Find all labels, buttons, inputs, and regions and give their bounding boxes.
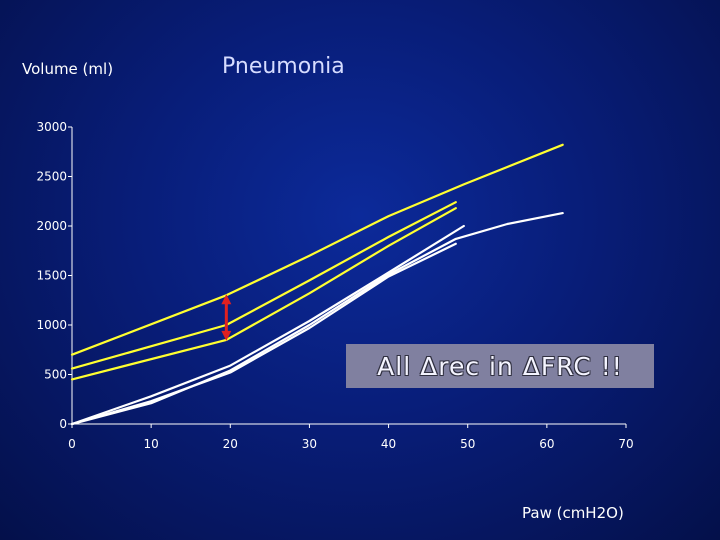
x-tick-label: 30 bbox=[302, 437, 317, 451]
x-tick-label: 60 bbox=[539, 437, 554, 451]
series-layer bbox=[70, 143, 564, 426]
y-tick-label: 3000 bbox=[36, 120, 67, 134]
arrow-layer bbox=[221, 294, 232, 341]
arrow-head-top bbox=[221, 294, 232, 305]
series-line-6 bbox=[70, 224, 465, 426]
arrow-head-bottom bbox=[221, 330, 232, 341]
y-tick-label: 1000 bbox=[36, 318, 67, 332]
chart-title: Pneumonia bbox=[222, 54, 345, 79]
series-line-5 bbox=[70, 242, 457, 426]
y-tick-label: 500 bbox=[44, 368, 67, 382]
series-line-3 bbox=[70, 207, 457, 381]
x-tick-label: 0 bbox=[68, 437, 76, 451]
series-line-4 bbox=[70, 212, 564, 426]
annotation-box: All Δrec in ΔFRC !! bbox=[346, 344, 654, 388]
y-tick-label: 2500 bbox=[36, 170, 67, 184]
x-tick-label: 50 bbox=[460, 437, 475, 451]
y-tick-label: 2000 bbox=[36, 219, 67, 233]
x-tick-label: 20 bbox=[223, 437, 238, 451]
series-line-1 bbox=[70, 143, 564, 356]
y-axis-label: Volume (ml) bbox=[22, 60, 114, 78]
series-line-2 bbox=[70, 201, 457, 370]
axes: 0 500 1000 1500 2000 2500 3000 0 10 20 30 40 50 60 70 bbox=[36, 120, 633, 451]
y-tick-label: 0 bbox=[59, 417, 67, 431]
y-tick-label: 1500 bbox=[36, 269, 67, 283]
x-tick-label: 40 bbox=[381, 437, 396, 451]
x-axis-label: Paw (cmH2O) bbox=[522, 504, 624, 522]
annotation-text: All Δrec in ΔFRC !! bbox=[377, 351, 623, 381]
x-tick-label: 70 bbox=[618, 437, 633, 451]
x-tick-label: 10 bbox=[144, 437, 159, 451]
